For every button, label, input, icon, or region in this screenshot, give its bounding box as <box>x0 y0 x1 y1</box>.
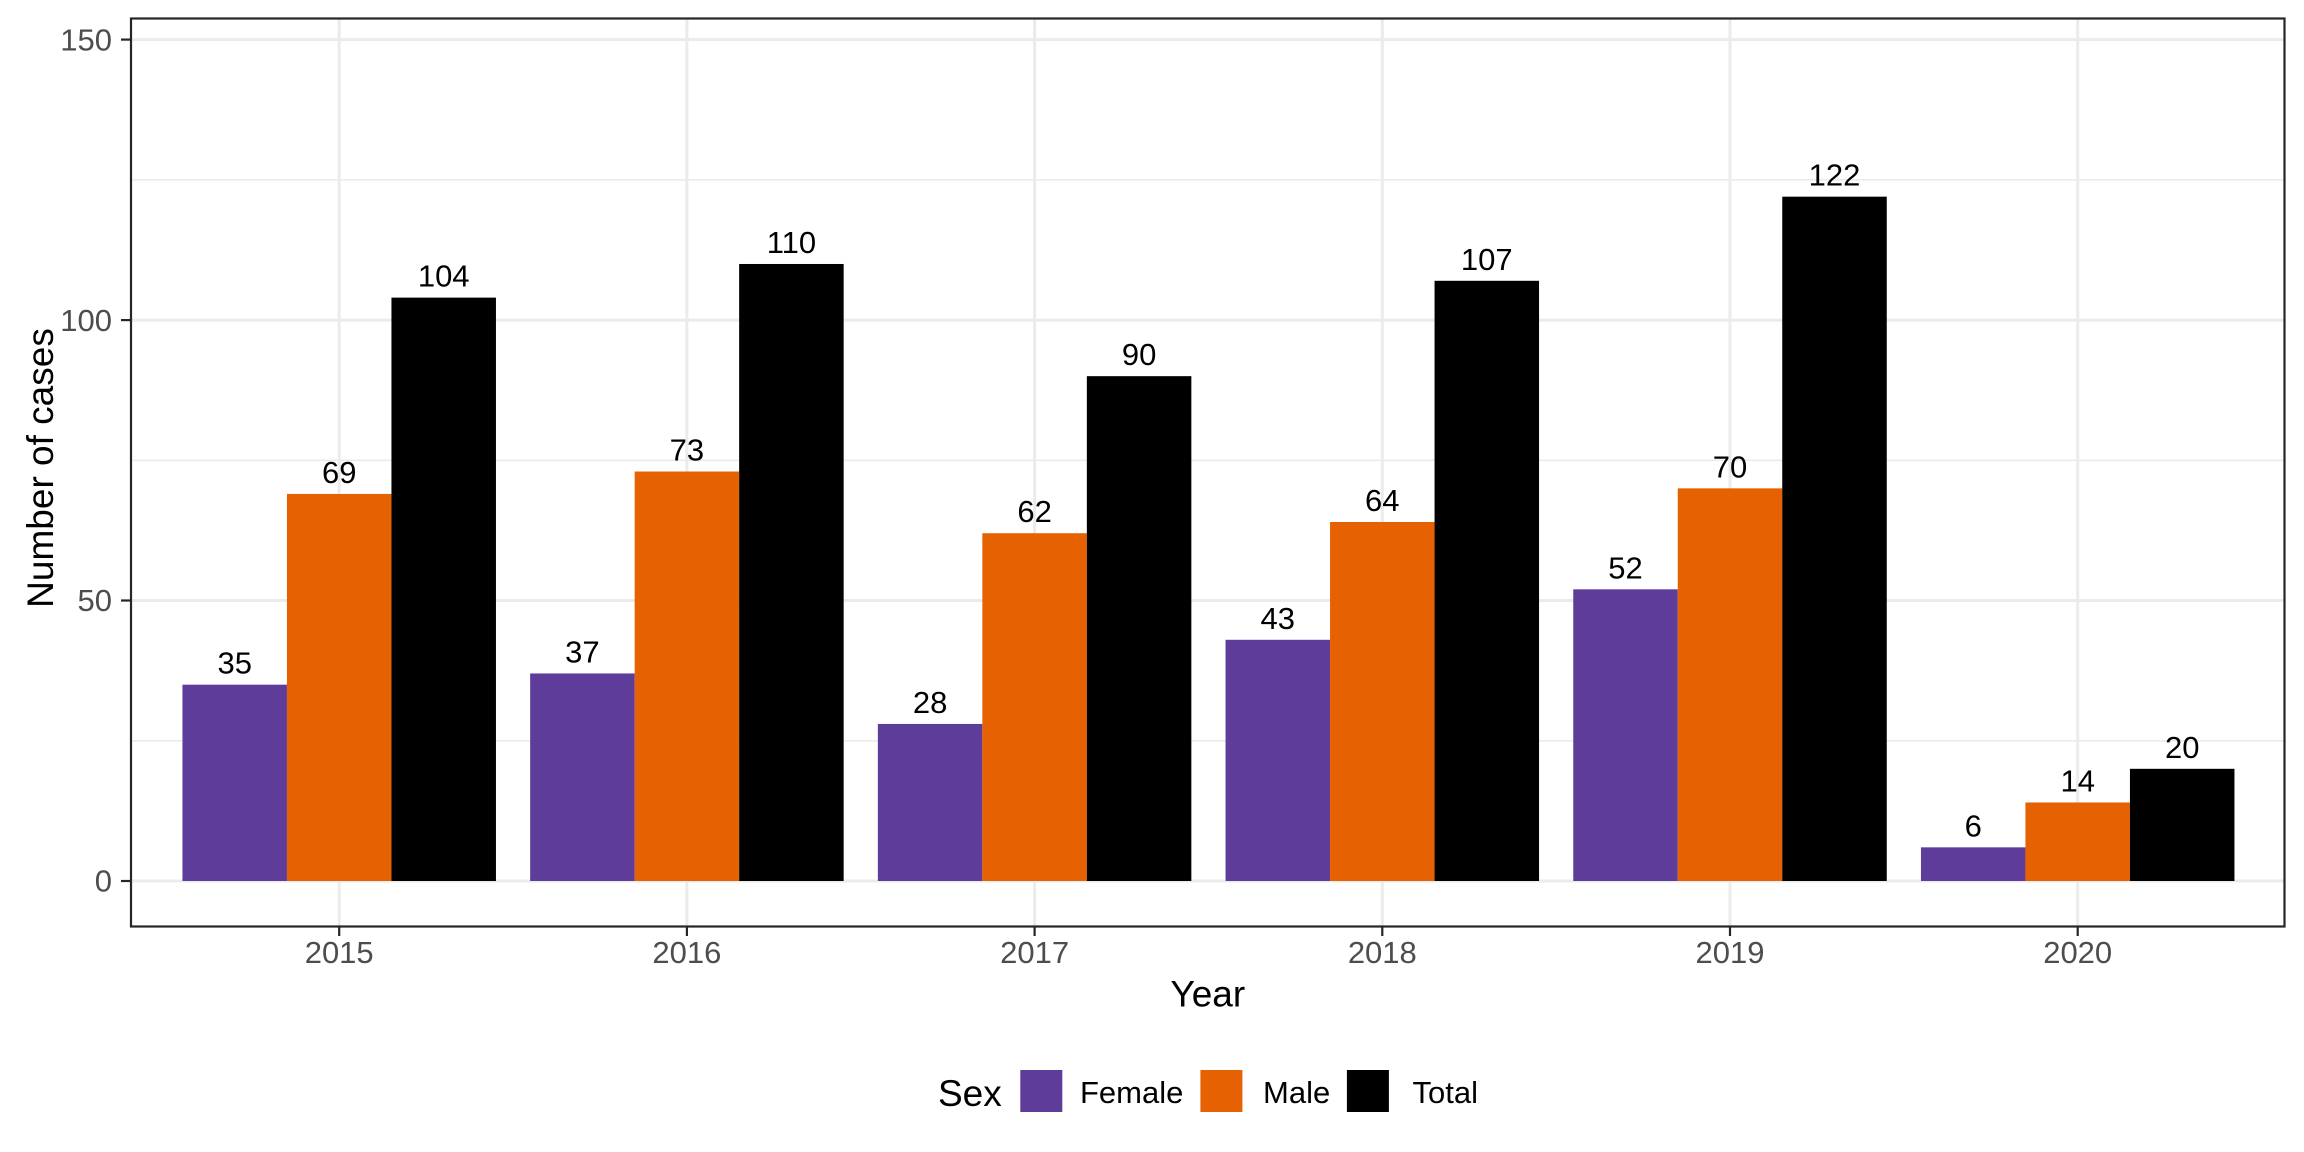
svg-text:73: 73 <box>670 433 704 468</box>
svg-text:52: 52 <box>1608 550 1642 585</box>
svg-text:69: 69 <box>322 455 356 490</box>
svg-text:37: 37 <box>565 635 599 670</box>
svg-text:20: 20 <box>2165 730 2199 765</box>
svg-text:100: 100 <box>60 303 112 338</box>
svg-text:35: 35 <box>217 646 251 681</box>
svg-text:2015: 2015 <box>305 935 374 970</box>
svg-text:2017: 2017 <box>1000 935 1069 970</box>
svg-text:14: 14 <box>2060 764 2094 799</box>
svg-text:104: 104 <box>418 259 470 294</box>
svg-text:Year: Year <box>1170 974 1245 1015</box>
svg-text:107: 107 <box>1461 242 1513 277</box>
svg-text:Female: Female <box>1080 1075 1183 1110</box>
svg-text:2018: 2018 <box>1348 935 1417 970</box>
svg-text:150: 150 <box>60 22 112 57</box>
svg-text:Male: Male <box>1263 1075 1330 1110</box>
svg-text:90: 90 <box>1122 337 1156 372</box>
svg-text:50: 50 <box>78 583 112 618</box>
svg-text:6: 6 <box>1965 808 1982 843</box>
svg-text:28: 28 <box>913 685 947 720</box>
svg-text:62: 62 <box>1017 494 1051 529</box>
svg-text:122: 122 <box>1809 158 1861 193</box>
svg-text:64: 64 <box>1365 483 1399 518</box>
svg-text:Number of cases: Number of cases <box>20 328 61 608</box>
svg-text:2020: 2020 <box>2043 935 2112 970</box>
svg-text:70: 70 <box>1713 449 1747 484</box>
svg-text:2016: 2016 <box>652 935 721 970</box>
svg-text:2019: 2019 <box>1696 935 1765 970</box>
svg-text:43: 43 <box>1261 601 1295 636</box>
svg-text:110: 110 <box>767 225 816 260</box>
svg-text:0: 0 <box>95 864 112 899</box>
svg-text:Total: Total <box>1413 1075 1478 1110</box>
svg-text:Sex: Sex <box>938 1073 1002 1114</box>
